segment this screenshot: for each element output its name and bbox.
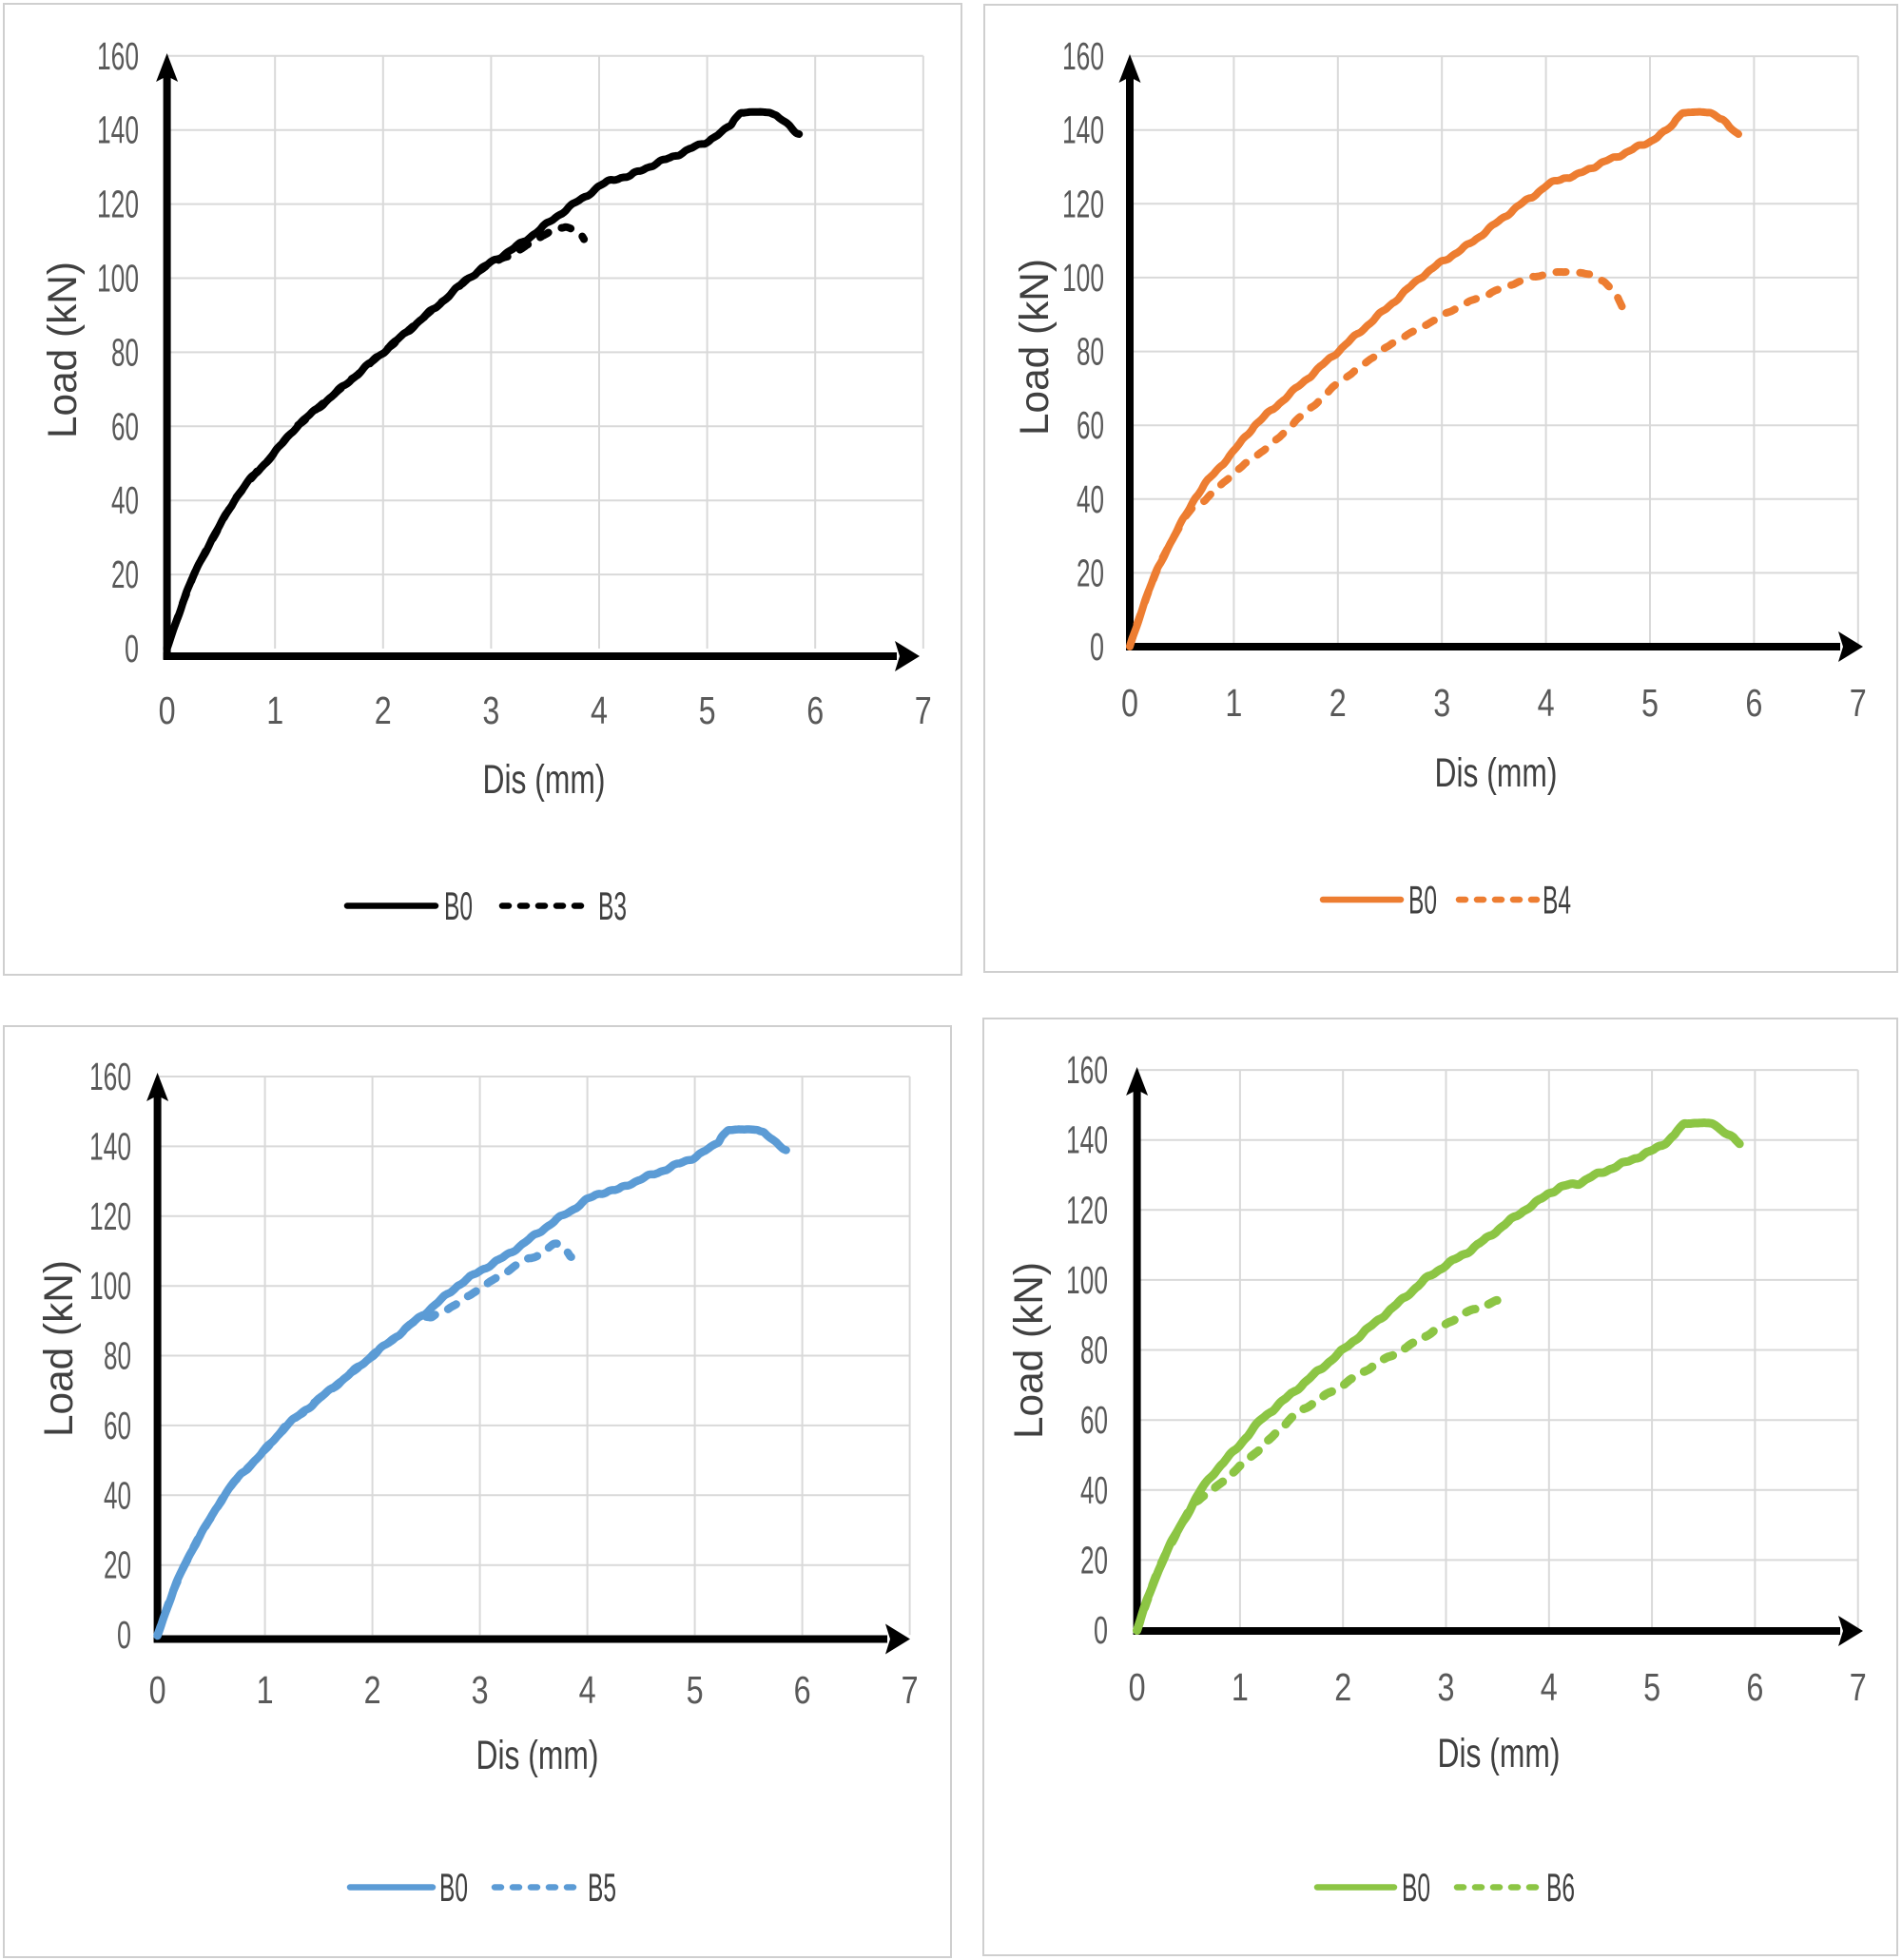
svg-text:1: 1 (1225, 681, 1242, 725)
svg-text:2: 2 (375, 689, 392, 732)
svg-text:160: 160 (1062, 34, 1104, 78)
svg-text:B0: B0 (439, 1865, 468, 1910)
svg-text:80: 80 (104, 1334, 131, 1378)
svg-text:4: 4 (1538, 681, 1555, 725)
svg-text:60: 60 (111, 404, 139, 448)
svg-text:0: 0 (1090, 625, 1104, 669)
svg-text:40: 40 (111, 478, 139, 522)
svg-text:160: 160 (97, 34, 139, 78)
svg-text:60: 60 (1080, 1398, 1108, 1442)
svg-text:3: 3 (472, 1668, 489, 1712)
svg-text:Load (kN): Load (kN) (36, 1260, 82, 1437)
svg-text:0: 0 (1094, 1608, 1108, 1652)
svg-text:20: 20 (1077, 551, 1104, 594)
svg-text:B0: B0 (1402, 1865, 1430, 1910)
svg-text:4: 4 (591, 689, 608, 732)
svg-text:0: 0 (1129, 1665, 1146, 1709)
svg-text:2: 2 (364, 1668, 381, 1712)
svg-text:0: 0 (1121, 681, 1138, 725)
svg-text:3: 3 (482, 689, 499, 732)
svg-text:160: 160 (1066, 1048, 1108, 1092)
svg-text:100: 100 (1066, 1258, 1108, 1302)
svg-text:1: 1 (257, 1668, 274, 1712)
svg-text:40: 40 (1080, 1468, 1108, 1512)
svg-text:Dis (mm): Dis (mm) (1438, 1731, 1561, 1776)
svg-text:Dis (mm): Dis (mm) (476, 1733, 599, 1778)
svg-text:100: 100 (97, 257, 139, 301)
svg-text:120: 120 (89, 1194, 131, 1238)
svg-text:1: 1 (1232, 1665, 1249, 1709)
svg-text:6: 6 (1746, 1665, 1763, 1709)
svg-text:Load (kN): Load (kN) (1006, 1262, 1052, 1439)
svg-text:B4: B4 (1543, 878, 1571, 922)
svg-text:B0: B0 (444, 883, 473, 928)
svg-text:3: 3 (1438, 1665, 1455, 1709)
svg-text:2: 2 (1334, 1665, 1351, 1709)
svg-text:100: 100 (1062, 256, 1104, 300)
svg-text:6: 6 (794, 1668, 811, 1712)
svg-text:20: 20 (111, 553, 139, 596)
svg-text:120: 120 (1066, 1188, 1108, 1232)
svg-text:3: 3 (1433, 681, 1450, 725)
svg-text:B5: B5 (588, 1865, 616, 1910)
svg-text:4: 4 (579, 1668, 596, 1712)
svg-text:B3: B3 (598, 883, 627, 928)
svg-text:B6: B6 (1546, 1865, 1575, 1910)
svg-text:7: 7 (902, 1668, 919, 1712)
svg-text:6: 6 (806, 689, 824, 732)
svg-text:Dis (mm): Dis (mm) (483, 757, 606, 803)
svg-text:Dis (mm): Dis (mm) (1435, 750, 1558, 796)
svg-text:5: 5 (699, 689, 716, 732)
svg-text:0: 0 (159, 689, 176, 732)
svg-text:Load (kN): Load (kN) (1012, 259, 1058, 436)
svg-text:5: 5 (1643, 1665, 1660, 1709)
svg-text:140: 140 (89, 1124, 131, 1168)
svg-text:120: 120 (1062, 182, 1104, 225)
svg-text:160: 160 (89, 1055, 131, 1098)
svg-text:140: 140 (1062, 108, 1104, 152)
svg-text:5: 5 (687, 1668, 704, 1712)
svg-text:140: 140 (97, 108, 139, 152)
svg-text:0: 0 (149, 1668, 166, 1712)
svg-text:20: 20 (104, 1543, 131, 1587)
svg-text:60: 60 (1077, 403, 1104, 447)
svg-text:5: 5 (1641, 681, 1659, 725)
svg-text:2: 2 (1329, 681, 1347, 725)
svg-text:80: 80 (111, 330, 139, 374)
svg-text:7: 7 (1850, 681, 1867, 725)
svg-text:7: 7 (1850, 1665, 1867, 1709)
svg-text:80: 80 (1077, 330, 1104, 374)
svg-text:6: 6 (1745, 681, 1762, 725)
svg-text:40: 40 (104, 1473, 131, 1517)
svg-text:140: 140 (1066, 1118, 1108, 1162)
svg-text:40: 40 (1077, 477, 1104, 521)
svg-text:60: 60 (104, 1404, 131, 1447)
svg-text:20: 20 (1080, 1538, 1108, 1582)
svg-text:120: 120 (97, 183, 139, 226)
svg-text:7: 7 (915, 689, 932, 732)
svg-text:4: 4 (1541, 1665, 1558, 1709)
svg-text:B0: B0 (1408, 878, 1437, 922)
svg-text:0: 0 (117, 1613, 131, 1657)
svg-text:0: 0 (125, 627, 139, 670)
svg-text:100: 100 (89, 1264, 131, 1308)
svg-text:Load (kN): Load (kN) (40, 262, 86, 438)
svg-text:80: 80 (1080, 1329, 1108, 1372)
svg-text:1: 1 (266, 689, 283, 732)
